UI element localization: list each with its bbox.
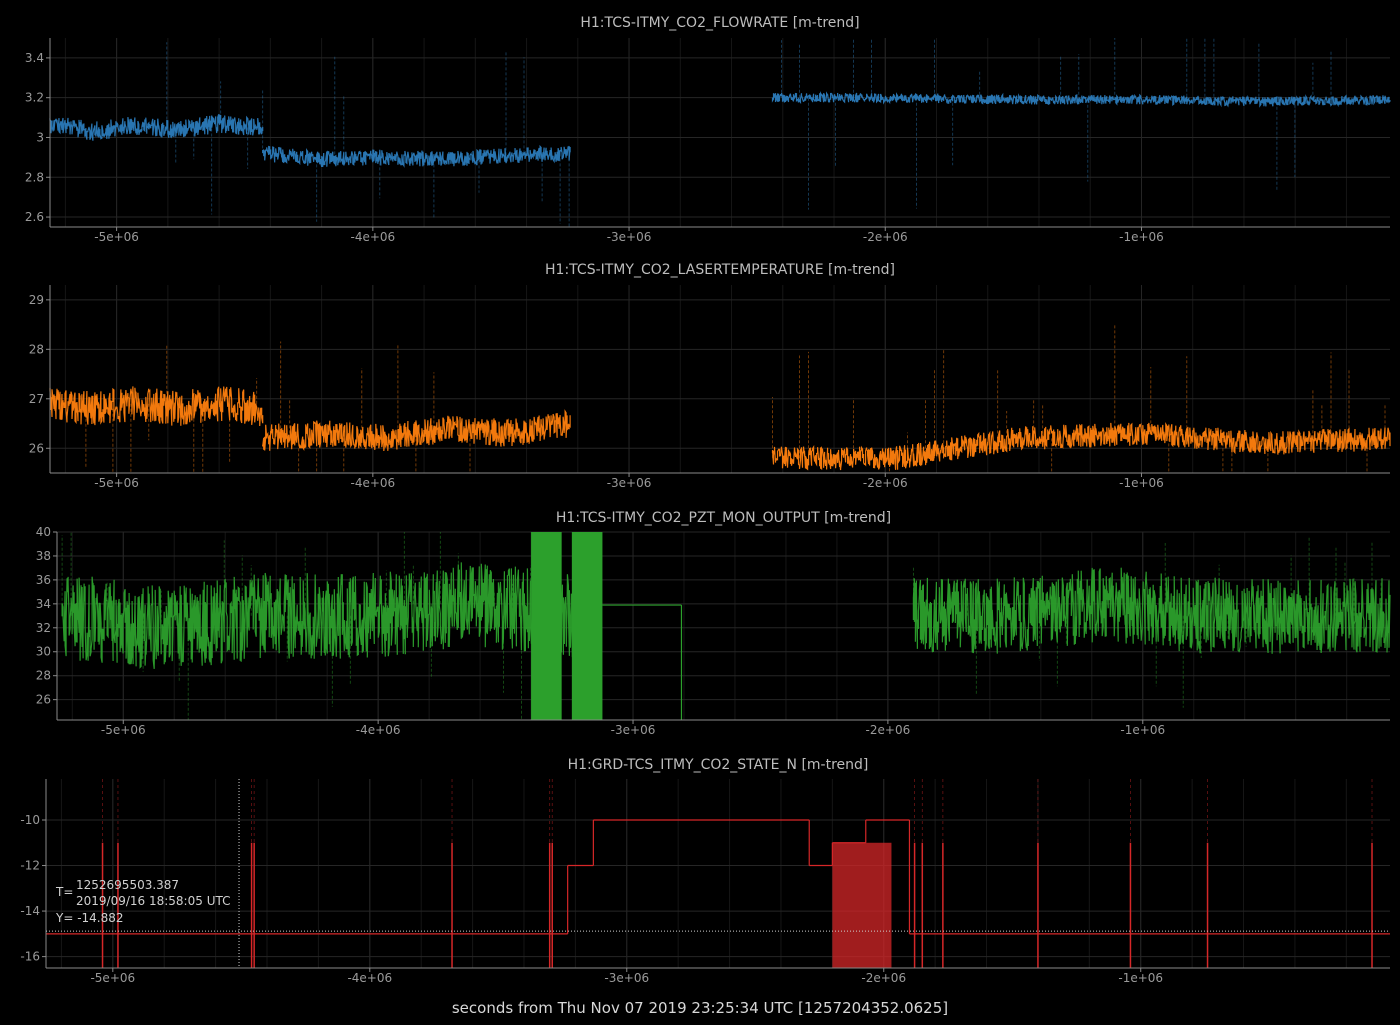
panel-3: H1:TCS-ITMY_CO2_PZT_MON_OUTPUT [m-trend]… <box>36 510 1391 737</box>
y-tick-label: 36 <box>36 573 51 587</box>
x-axis-label: seconds from Thu Nov 07 2019 23:25:34 UT… <box>451 999 949 1017</box>
x-tick-label: -3e+06 <box>607 230 652 244</box>
data-line-segment <box>61 562 575 669</box>
x-tick-label: -3e+06 <box>604 971 649 985</box>
y-tick-label: 26 <box>29 441 44 455</box>
x-tick-label: -5e+06 <box>94 230 139 244</box>
x-tick-label: -1e+06 <box>1119 476 1164 490</box>
y-tick-label: 26 <box>36 693 51 707</box>
panel-title: H1:GRD-TCS_ITMY_CO2_STATE_N [m-trend] <box>568 757 869 773</box>
x-tick-label: -3e+06 <box>607 476 652 490</box>
data-line-segment <box>262 409 571 452</box>
data-filled-block <box>571 532 603 720</box>
data-line-segment <box>262 144 571 168</box>
x-tick-label: -2e+06 <box>863 476 908 490</box>
x-tick-label: -3e+06 <box>611 723 656 737</box>
data-spikes <box>913 537 1382 708</box>
y-tick-label: -14 <box>20 904 40 918</box>
data-spikes <box>280 341 471 473</box>
data-line-segment <box>49 386 264 427</box>
data-line-segment <box>912 567 1391 654</box>
data-spikes <box>61 532 549 720</box>
y-tick-label: -12 <box>20 859 40 873</box>
y-tick-label: 30 <box>36 645 51 659</box>
y-tick-label: 3 <box>36 130 44 144</box>
x-tick-label: -4e+06 <box>356 723 401 737</box>
data-line-segment <box>771 422 1391 471</box>
panel-4: H1:GRD-TCS_ITMY_CO2_STATE_N [m-trend] -5e… <box>20 757 1390 985</box>
x-tick-label: -4e+06 <box>350 230 395 244</box>
y-tick-label: 38 <box>36 549 51 563</box>
x-tick-label: -1e+06 <box>1118 971 1163 985</box>
panel-title: H1:TCS-ITMY_CO2_PZT_MON_OUTPUT [m-trend] <box>556 510 891 526</box>
cursor-t-prefix: T= <box>55 885 73 899</box>
data-spikes <box>781 38 1332 210</box>
x-tick-label: -2e+06 <box>863 230 908 244</box>
y-tick-label: 28 <box>29 342 44 356</box>
y-tick-label: 32 <box>36 621 51 635</box>
y-tick-label: 2.8 <box>25 170 44 184</box>
x-tick-label: -2e+06 <box>861 971 906 985</box>
y-tick-label: 28 <box>36 669 51 683</box>
y-tick-label: 40 <box>36 525 51 539</box>
x-tick-label: -4e+06 <box>350 476 395 490</box>
cursor-t-value: 1252695503.387 <box>76 878 179 892</box>
y-tick-label: -16 <box>20 950 40 964</box>
panel-2: H1:TCS-ITMY_CO2_LASERTEMPERATURE [m-tren… <box>29 262 1391 490</box>
panel-title: H1:TCS-ITMY_CO2_LASERTEMPERATURE [m-tren… <box>545 262 895 278</box>
x-tick-label: -4e+06 <box>347 971 392 985</box>
x-tick-label: -5e+06 <box>94 476 139 490</box>
y-tick-label: -10 <box>20 813 40 827</box>
y-tick-label: 3.4 <box>25 51 44 65</box>
cursor-y-value: Y= -14.882 <box>55 911 124 925</box>
data-spikes <box>262 51 570 227</box>
y-tick-label: 29 <box>29 293 44 307</box>
y-tick-label: 3.2 <box>25 91 44 105</box>
x-tick-label: -2e+06 <box>866 723 911 737</box>
panel-title: H1:TCS-ITMY_CO2_FLOWRATE [m-trend] <box>580 15 859 31</box>
cursor-t-date: 2019/09/16 18:58:05 UTC <box>76 894 230 908</box>
data-filled-block <box>531 532 562 720</box>
data-filled-block <box>832 842 892 968</box>
panel-1: H1:TCS-ITMY_CO2_FLOWRATE [m-trend] -5e+06… <box>25 15 1391 244</box>
y-tick-label: 2.6 <box>25 210 44 224</box>
data-spikes <box>772 325 1386 473</box>
x-tick-label: -1e+06 <box>1119 230 1164 244</box>
y-tick-label: 27 <box>29 392 44 406</box>
data-line-segment <box>49 114 264 141</box>
x-tick-label: -5e+06 <box>90 971 135 985</box>
data-line-segment <box>771 91 1391 108</box>
x-tick-label: -5e+06 <box>101 723 146 737</box>
y-tick-label: 34 <box>36 597 51 611</box>
x-tick-label: -1e+06 <box>1120 723 1165 737</box>
data-spikes <box>166 42 249 215</box>
